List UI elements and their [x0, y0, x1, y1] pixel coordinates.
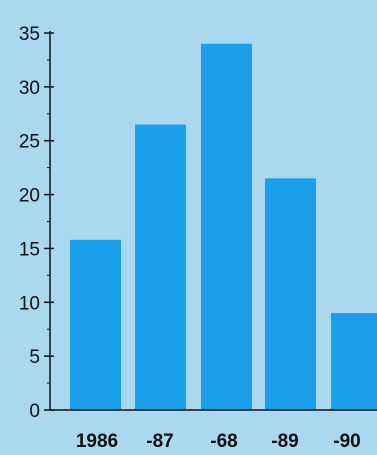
y-tick-label-10: 10 — [19, 293, 40, 314]
x-tick-label-1986: 1986 — [76, 431, 118, 452]
y-tick-label-20: 20 — [19, 186, 40, 207]
bar--89 — [265, 178, 316, 410]
y-tick-label-0: 0 — [29, 401, 40, 422]
x-tick-label--90: -90 — [333, 431, 360, 452]
y-tick-label-30: 30 — [19, 78, 40, 99]
y-tick-label-15: 15 — [19, 239, 40, 260]
y-axis: 0 5 10 15 20 25 30 35 — [19, 24, 54, 422]
bar--68 — [201, 43, 252, 411]
bar--87 — [135, 124, 186, 411]
x-tick-label--68: -68 — [210, 431, 237, 452]
y-tick-label-35: 35 — [19, 24, 40, 45]
bar--90 — [331, 313, 377, 410]
x-axis: 1986 -87 -68 -89 -90 — [50, 409, 377, 452]
x-tick-label--89: -89 — [271, 431, 298, 452]
bars-group — [70, 43, 377, 411]
y-tick-label-5: 5 — [29, 347, 40, 368]
y-tick-label-25: 25 — [19, 132, 40, 153]
x-tick-label--87: -87 — [146, 431, 173, 452]
bar-1986 — [70, 239, 121, 410]
